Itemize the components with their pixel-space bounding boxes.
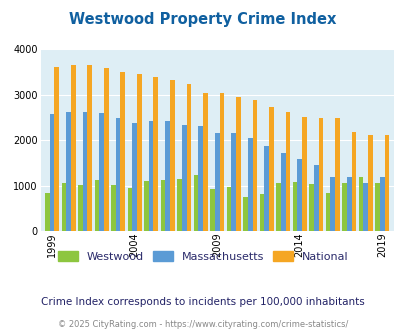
Bar	[111, 185, 115, 231]
Bar	[226, 187, 231, 231]
Bar	[50, 115, 54, 231]
Text: Crime Index corresponds to incidents per 100,000 inhabitants: Crime Index corresponds to incidents per…	[41, 297, 364, 307]
Bar	[71, 65, 75, 231]
Bar	[170, 80, 174, 231]
Text: © 2025 CityRating.com - https://www.cityrating.com/crime-statistics/: © 2025 CityRating.com - https://www.city…	[58, 319, 347, 329]
Bar	[358, 177, 362, 231]
Bar	[374, 183, 379, 231]
Bar	[252, 100, 256, 231]
Bar	[292, 182, 297, 231]
Bar	[384, 135, 388, 231]
Bar	[136, 74, 141, 231]
Bar	[259, 194, 264, 231]
Bar	[351, 132, 355, 231]
Bar	[54, 67, 59, 231]
Bar	[313, 165, 318, 231]
Bar	[301, 117, 306, 231]
Bar	[87, 65, 92, 231]
Bar	[325, 193, 330, 231]
Bar	[186, 84, 191, 231]
Legend: Westwood, Massachusetts, National: Westwood, Massachusetts, National	[58, 251, 347, 262]
Bar	[45, 193, 50, 231]
Text: Westwood Property Crime Index: Westwood Property Crime Index	[69, 12, 336, 26]
Bar	[198, 126, 202, 231]
Bar	[144, 181, 149, 231]
Bar	[132, 123, 136, 231]
Bar	[219, 93, 224, 231]
Bar	[120, 72, 125, 231]
Bar	[104, 68, 108, 231]
Bar	[181, 125, 186, 231]
Bar	[269, 107, 273, 231]
Bar	[346, 177, 351, 231]
Bar	[149, 121, 153, 231]
Bar	[177, 179, 181, 231]
Bar	[214, 133, 219, 231]
Bar	[62, 183, 66, 231]
Bar	[297, 159, 301, 231]
Bar	[78, 185, 83, 231]
Bar	[153, 77, 158, 231]
Bar	[210, 189, 214, 231]
Bar	[285, 112, 290, 231]
Bar	[362, 183, 367, 231]
Bar	[83, 112, 87, 231]
Bar	[66, 112, 71, 231]
Bar	[115, 118, 120, 231]
Bar	[334, 118, 339, 231]
Bar	[165, 121, 170, 231]
Bar	[318, 118, 322, 231]
Bar	[264, 146, 269, 231]
Bar	[247, 138, 252, 231]
Bar	[128, 188, 132, 231]
Bar	[341, 183, 346, 231]
Bar	[309, 184, 313, 231]
Bar	[160, 180, 165, 231]
Bar	[202, 93, 207, 231]
Bar	[243, 196, 247, 231]
Bar	[330, 177, 334, 231]
Bar	[231, 133, 235, 231]
Bar	[94, 180, 99, 231]
Bar	[276, 183, 280, 231]
Bar	[193, 175, 198, 231]
Bar	[367, 135, 372, 231]
Bar	[99, 114, 104, 231]
Bar	[235, 97, 240, 231]
Bar	[379, 177, 384, 231]
Bar	[280, 153, 285, 231]
